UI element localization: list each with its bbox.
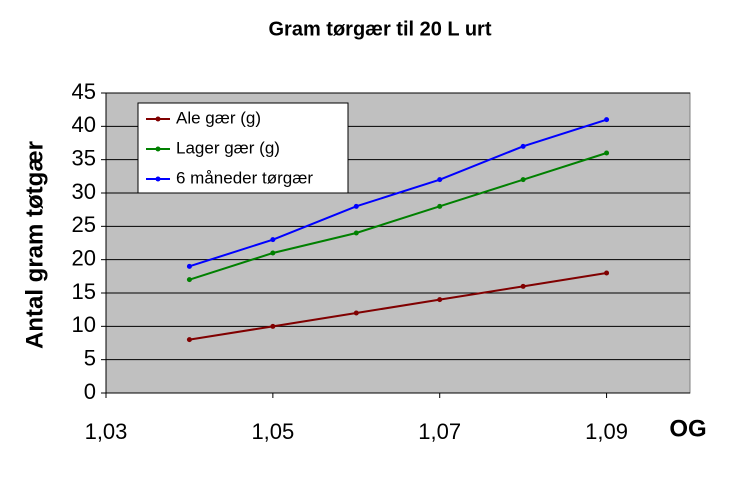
x-tick-label: 1,09 — [585, 419, 628, 444]
legend-marker — [155, 146, 161, 152]
data-point — [186, 277, 192, 283]
x-tick-label: 1,05 — [251, 419, 294, 444]
y-tick-label: 25 — [72, 212, 96, 237]
data-point — [520, 177, 526, 183]
y-tick-label: 35 — [72, 145, 96, 170]
y-tick-label: 0 — [84, 379, 96, 404]
data-point — [437, 297, 443, 303]
data-point — [270, 237, 276, 243]
data-point — [604, 270, 610, 276]
data-point — [270, 323, 276, 329]
data-point — [604, 150, 610, 156]
y-tick-label: 30 — [72, 179, 96, 204]
legend: Ale gær (g) Lager gær (g) 6 måneder tørgær — [137, 102, 349, 194]
data-point — [604, 117, 610, 123]
x-tick-label: 1,07 — [418, 419, 461, 444]
legend-label: Lager gær (g) — [176, 138, 280, 157]
chart-title: Gram tørgær til 20 L urt — [268, 18, 491, 40]
data-point — [520, 283, 526, 289]
data-point — [520, 143, 526, 149]
x-axis-label: OG — [669, 415, 706, 442]
legend-label: 6 måneder tørgær — [176, 168, 313, 187]
data-point — [270, 250, 276, 256]
y-axis-label: Antal gram tøtgær — [21, 141, 48, 349]
legend-marker — [155, 116, 161, 122]
legend-label: Ale gær (g) — [176, 108, 261, 127]
data-point — [186, 337, 192, 343]
data-point — [186, 263, 192, 269]
data-point — [353, 203, 359, 209]
y-tick-label: 40 — [72, 112, 96, 137]
legend-box — [137, 102, 349, 194]
y-tick-label: 45 — [72, 79, 96, 104]
data-point — [437, 203, 443, 209]
y-tick-label: 15 — [72, 279, 96, 304]
y-tick-label: 10 — [72, 312, 96, 337]
y-tick-label: 20 — [72, 245, 96, 270]
series-line — [189, 272, 607, 341]
series-line — [189, 118, 607, 268]
data-point — [353, 230, 359, 236]
legend-marker — [155, 176, 161, 182]
series-line — [189, 152, 607, 281]
data-point — [437, 177, 443, 183]
data-point — [353, 310, 359, 316]
x-tick-label: 1,03 — [85, 419, 128, 444]
y-tick-label: 5 — [84, 345, 96, 370]
